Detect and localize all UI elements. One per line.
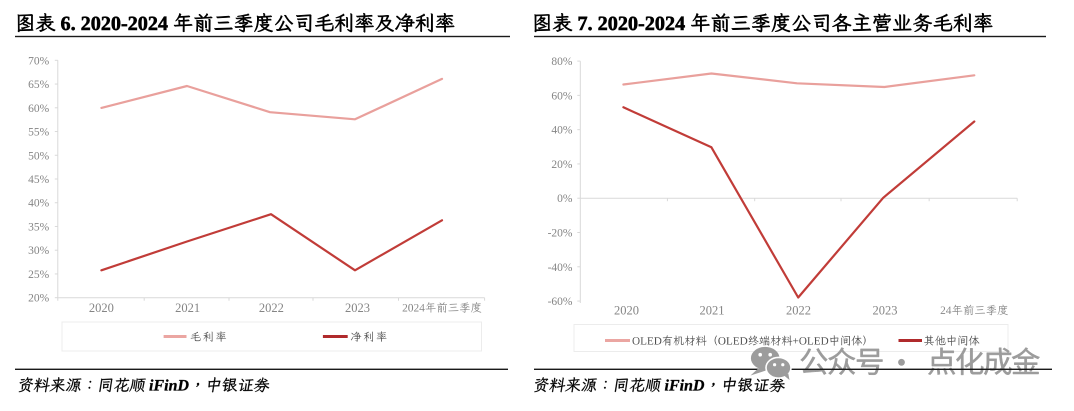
svg-text:2023: 2023 — [873, 304, 898, 318]
svg-text:25%: 25% — [28, 269, 50, 281]
svg-text:-20%: -20% — [548, 228, 573, 240]
svg-text:2021: 2021 — [175, 301, 200, 315]
svg-text:-60%: -60% — [548, 296, 573, 308]
svg-text:35%: 35% — [28, 221, 50, 233]
svg-text:55%: 55% — [28, 127, 50, 139]
svg-text:80%: 80% — [551, 56, 573, 68]
svg-text:20%: 20% — [28, 293, 50, 305]
svg-text:2023: 2023 — [345, 301, 370, 315]
svg-text:-40%: -40% — [548, 262, 573, 274]
svg-text:2022: 2022 — [259, 301, 284, 315]
svg-text:70%: 70% — [28, 55, 50, 67]
svg-text:20%: 20% — [551, 159, 573, 171]
svg-text:40%: 40% — [551, 125, 573, 137]
svg-text:30%: 30% — [28, 245, 50, 257]
svg-text:45%: 45% — [28, 174, 50, 186]
svg-text:65%: 65% — [28, 79, 50, 91]
svg-text:60%: 60% — [551, 90, 573, 102]
svg-text:40%: 40% — [28, 198, 50, 210]
svg-text:2020: 2020 — [89, 301, 114, 315]
svg-text:0%: 0% — [557, 193, 573, 205]
svg-text:2020: 2020 — [614, 304, 639, 318]
svg-text:2022: 2022 — [786, 304, 811, 318]
svg-text:50%: 50% — [28, 150, 50, 162]
svg-text:60%: 60% — [28, 103, 50, 115]
svg-text:2021: 2021 — [700, 304, 725, 318]
